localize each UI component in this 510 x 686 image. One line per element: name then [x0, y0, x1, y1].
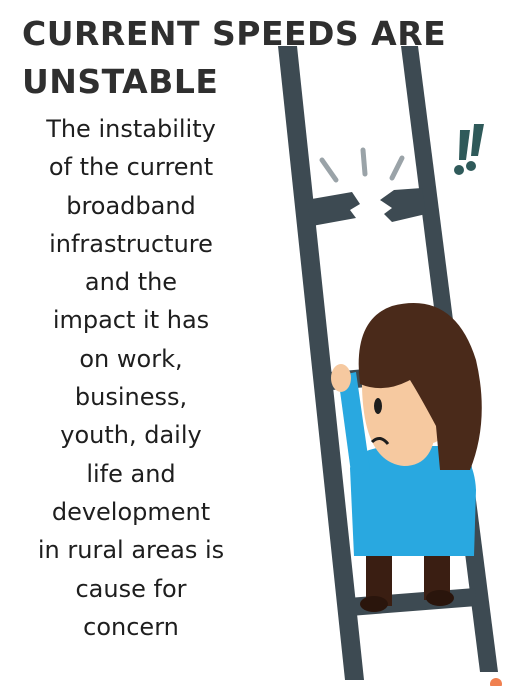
- title-line: UNSTABLE: [22, 62, 219, 101]
- body-line: of the current: [48, 153, 214, 182]
- corner-dot: [490, 678, 502, 686]
- shoe: [360, 596, 388, 612]
- broken-rung: [306, 192, 360, 226]
- body-line: broadband: [66, 191, 196, 220]
- broken-rung: [380, 188, 426, 222]
- ladder-rail: [278, 46, 364, 680]
- exclamation-dot: [454, 165, 464, 175]
- body-line: The instability: [46, 115, 216, 143]
- crack-mark: [319, 157, 339, 183]
- body-line: on work,: [79, 344, 183, 373]
- crack-mark: [360, 147, 368, 177]
- body-line: business,: [74, 383, 188, 412]
- body-line: life and: [86, 459, 176, 488]
- body-line: in rural areas is: [37, 536, 225, 565]
- body-line: cause for: [75, 574, 187, 603]
- exclamation: [471, 124, 484, 156]
- shirt: [350, 446, 476, 556]
- shoe: [426, 590, 454, 606]
- body-line: and the: [84, 268, 178, 297]
- exclamation-dot: [466, 161, 476, 171]
- body-line: development: [51, 497, 211, 526]
- body-line: youth, daily: [60, 421, 202, 450]
- body-text: The instability of the current broadband in…: [20, 110, 242, 646]
- arm: [338, 372, 370, 480]
- hair: [358, 303, 482, 470]
- body-line: impact it has: [52, 306, 210, 335]
- exclamation: [459, 130, 470, 160]
- crack-mark: [389, 155, 405, 181]
- mouth: [370, 437, 390, 445]
- title: CURRENT SPEEDS ARE UNSTABLE: [22, 10, 446, 106]
- title-line: CURRENT SPEEDS ARE: [22, 14, 447, 53]
- hand: [331, 364, 351, 392]
- eye: [374, 398, 382, 414]
- body-line: infrastructure: [49, 229, 213, 258]
- body-line: concern: [83, 612, 179, 641]
